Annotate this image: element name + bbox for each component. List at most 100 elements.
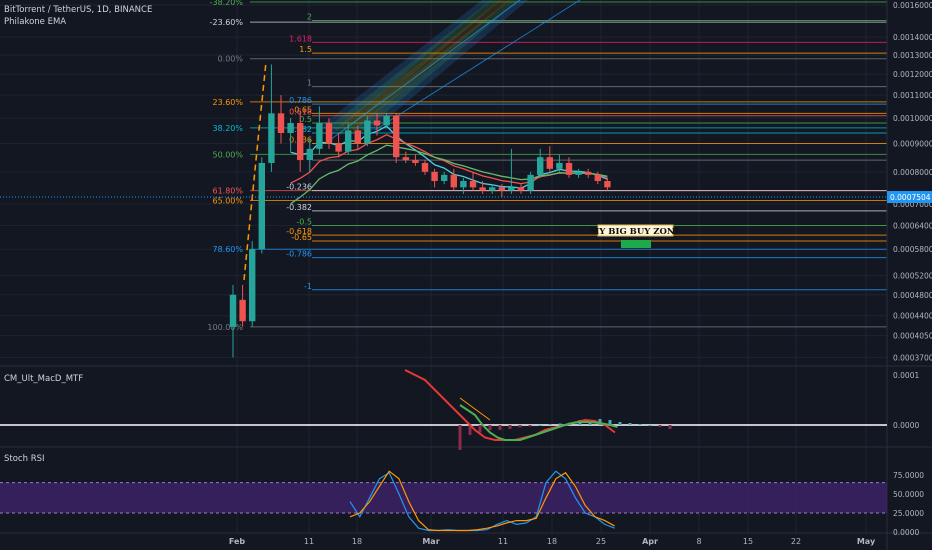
- fib-ext-label: -0.786: [286, 250, 312, 259]
- candle-body: [402, 157, 409, 161]
- fib-ext-label: -0.236: [286, 183, 312, 192]
- candle-body: [364, 120, 371, 144]
- candle-body: [604, 181, 611, 188]
- stoch-rsi-line: [349, 470, 615, 532]
- x-tick-label: 8: [696, 537, 701, 546]
- candle-body: [421, 162, 429, 172]
- indicator-name: Philakone EMA: [4, 17, 66, 27]
- macd-hist-bar: [528, 425, 532, 427]
- candle-body: [258, 162, 265, 250]
- candle-body: [277, 113, 285, 134]
- macd-hist-bar: [498, 425, 502, 430]
- x-tick-label: Feb: [229, 537, 246, 546]
- candle-body: [546, 157, 553, 169]
- candle-body: [335, 143, 342, 152]
- candle-body: [373, 120, 381, 126]
- macd-hist-bar: [538, 425, 542, 426]
- macd-hist-bar: [458, 425, 462, 450]
- macd-hist-bar: [508, 425, 512, 429]
- pitchfork-channel: [322, 0, 581, 141]
- candle-body: [316, 122, 323, 149]
- candle-body: [498, 187, 505, 191]
- pitchfork-band: [358, 0, 528, 135]
- y-tick-label: 0.0014000: [893, 33, 932, 42]
- stoch-rsi-line: [349, 470, 615, 532]
- y-tick-label: 0.0004050: [893, 332, 932, 341]
- pitchfork-band: [349, 0, 519, 135]
- pitchfork-edge: [329, 0, 521, 141]
- candle-body: [268, 113, 275, 163]
- fib-ext-label: 1: [307, 79, 312, 88]
- time-axis: Feb 11 18 Mar 11 18 25 Apr 8 15 22 May: [229, 537, 876, 546]
- candle-body: [450, 174, 457, 188]
- candle-body: [441, 174, 448, 182]
- stoch-rsi-tick-label: 0.0000: [893, 528, 919, 537]
- macd-hist-bar: [638, 424, 642, 425]
- macd-hist-bar: [628, 423, 632, 425]
- candle-body: [431, 171, 438, 182]
- macd-hist-bar: [488, 425, 492, 430]
- fib-ext-label: 2: [307, 13, 312, 22]
- fib-level-label: 38.20%: [212, 124, 243, 133]
- price-axis: 0.0016000 0.0014000 0.0013000 0.0012000 0.00…: [893, 1, 932, 362]
- candle-body: [229, 294, 237, 327]
- fib-ext-label: 0.5: [299, 115, 312, 124]
- y-tick-label: 0.0006400: [893, 222, 932, 231]
- candle-body: [527, 174, 534, 191]
- candle-body: [594, 174, 601, 182]
- macd-signal-line: [459, 404, 618, 441]
- stoch-rsi-pane: 75.0000 50.0000 25.0000 0.0000: [0, 470, 924, 537]
- price-badge-text: 0.0007504: [890, 193, 931, 202]
- pitchfork-band: [331, 0, 501, 135]
- candle-body: [412, 160, 419, 163]
- fib-level-label: -23.60%: [210, 18, 244, 27]
- y-tick-label: 0.0004800: [893, 291, 932, 300]
- x-tick-label: 11: [304, 537, 314, 546]
- fib-level-label: 23.60%: [212, 98, 243, 107]
- fib-level-label: 0.00%: [218, 55, 244, 64]
- macd-hist-bar: [548, 424, 552, 425]
- y-tick-label: 0.0005200: [893, 271, 932, 280]
- fib-level-label: 61.80%: [212, 187, 243, 196]
- candle-body: [460, 181, 467, 188]
- macd-hist-bar: [608, 420, 612, 425]
- fib-level-label: 78.60%: [212, 245, 243, 254]
- x-tick-label: 11: [498, 537, 508, 546]
- macd-tick-label: 0.0000: [893, 421, 919, 430]
- ema-dashed: [243, 61, 267, 281]
- price-badge: 0.0007504: [887, 191, 932, 203]
- candle-body: [393, 115, 400, 158]
- buy-zone-label-box: [597, 224, 674, 237]
- macd-hist-bar: [478, 425, 482, 433]
- y-tick-label: 0.0012000: [893, 70, 932, 79]
- candle-body: [297, 122, 304, 161]
- fib-level-label: 50.00%: [212, 150, 243, 159]
- ema-lines: [243, 61, 608, 281]
- candle-body: [354, 130, 361, 144]
- x-tick-label: Apr: [642, 537, 658, 546]
- ema-line: [290, 144, 608, 205]
- candle-body: [556, 162, 563, 169]
- y-tick-label: 0.0003700: [893, 353, 932, 362]
- y-tick-label: 0.0004400: [893, 312, 932, 321]
- candles-group: [229, 64, 611, 358]
- candle-body: [537, 157, 544, 175]
- macd-hist-bar: [558, 423, 562, 425]
- y-tick-label: 0.0007000: [893, 200, 932, 209]
- candle-body: [306, 148, 313, 161]
- candle-body: [575, 171, 582, 175]
- fib-ext-label: -0.382: [286, 203, 312, 212]
- macd-hist-bar: [468, 425, 472, 435]
- symbol-title: BitTorrent / TetherUS, 1D, BINANCE: [4, 5, 152, 15]
- macd-hist-bar: [518, 425, 522, 428]
- pitchfork-edge: [374, 0, 581, 131]
- macd-segment: [459, 397, 491, 421]
- buy-zone: MY BIG BUY ZONE: [590, 224, 682, 248]
- candle-body: [287, 122, 294, 134]
- price-badge-bg: [887, 191, 932, 203]
- fib-ext-label: 1.618: [289, 34, 312, 43]
- x-tick-label: May: [857, 537, 876, 546]
- fib-ext-label: -0.65: [291, 233, 312, 242]
- fib-level-label: 100.00%: [207, 323, 243, 332]
